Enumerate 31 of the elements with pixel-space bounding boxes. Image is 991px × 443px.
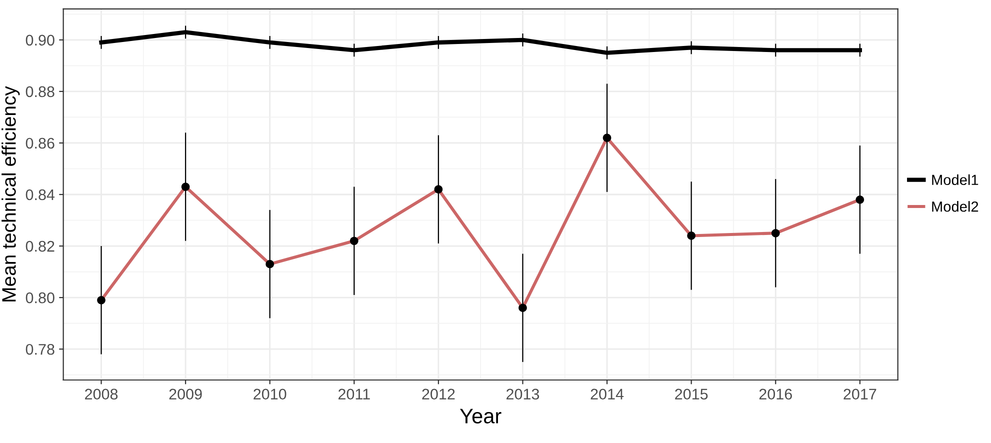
y-tick-label: 0.78 xyxy=(26,344,54,355)
point xyxy=(350,236,358,246)
x-tick-label: 2017 xyxy=(844,388,876,400)
point xyxy=(266,260,274,268)
point xyxy=(687,232,696,240)
point xyxy=(434,185,443,194)
x-tick-label: 2010 xyxy=(254,388,286,400)
y-tick-label: 0.90 xyxy=(26,34,54,46)
x-tick-label: 2011 xyxy=(338,388,370,400)
legend-label: Model2 xyxy=(932,201,978,212)
x-tick-label: 2008 xyxy=(85,388,118,400)
x-tick-label: 2013 xyxy=(506,388,540,400)
point xyxy=(602,134,612,142)
x-tick-label: 2016 xyxy=(759,388,792,400)
x-tick-label: 2009 xyxy=(169,388,202,400)
y-axis-title: Mean technical efficiency xyxy=(2,86,20,302)
legend-label: Model1 xyxy=(932,174,978,186)
y-tick-label: 0.82 xyxy=(26,240,54,252)
point xyxy=(856,195,864,204)
x-tick-label: 2014 xyxy=(590,388,624,400)
point xyxy=(771,228,780,238)
point xyxy=(518,304,527,312)
y-tick-label: 0.88 xyxy=(26,86,54,98)
y-tick-label: 0.80 xyxy=(26,292,54,304)
point xyxy=(97,296,106,304)
x-tick-label: 2012 xyxy=(422,388,455,400)
y-tick-label: 0.86 xyxy=(26,138,54,149)
x-tick-label: 2015 xyxy=(675,388,708,400)
point xyxy=(181,182,190,191)
x-axis-title: Year xyxy=(460,408,502,424)
y-tick-label: 0.84 xyxy=(26,189,55,200)
